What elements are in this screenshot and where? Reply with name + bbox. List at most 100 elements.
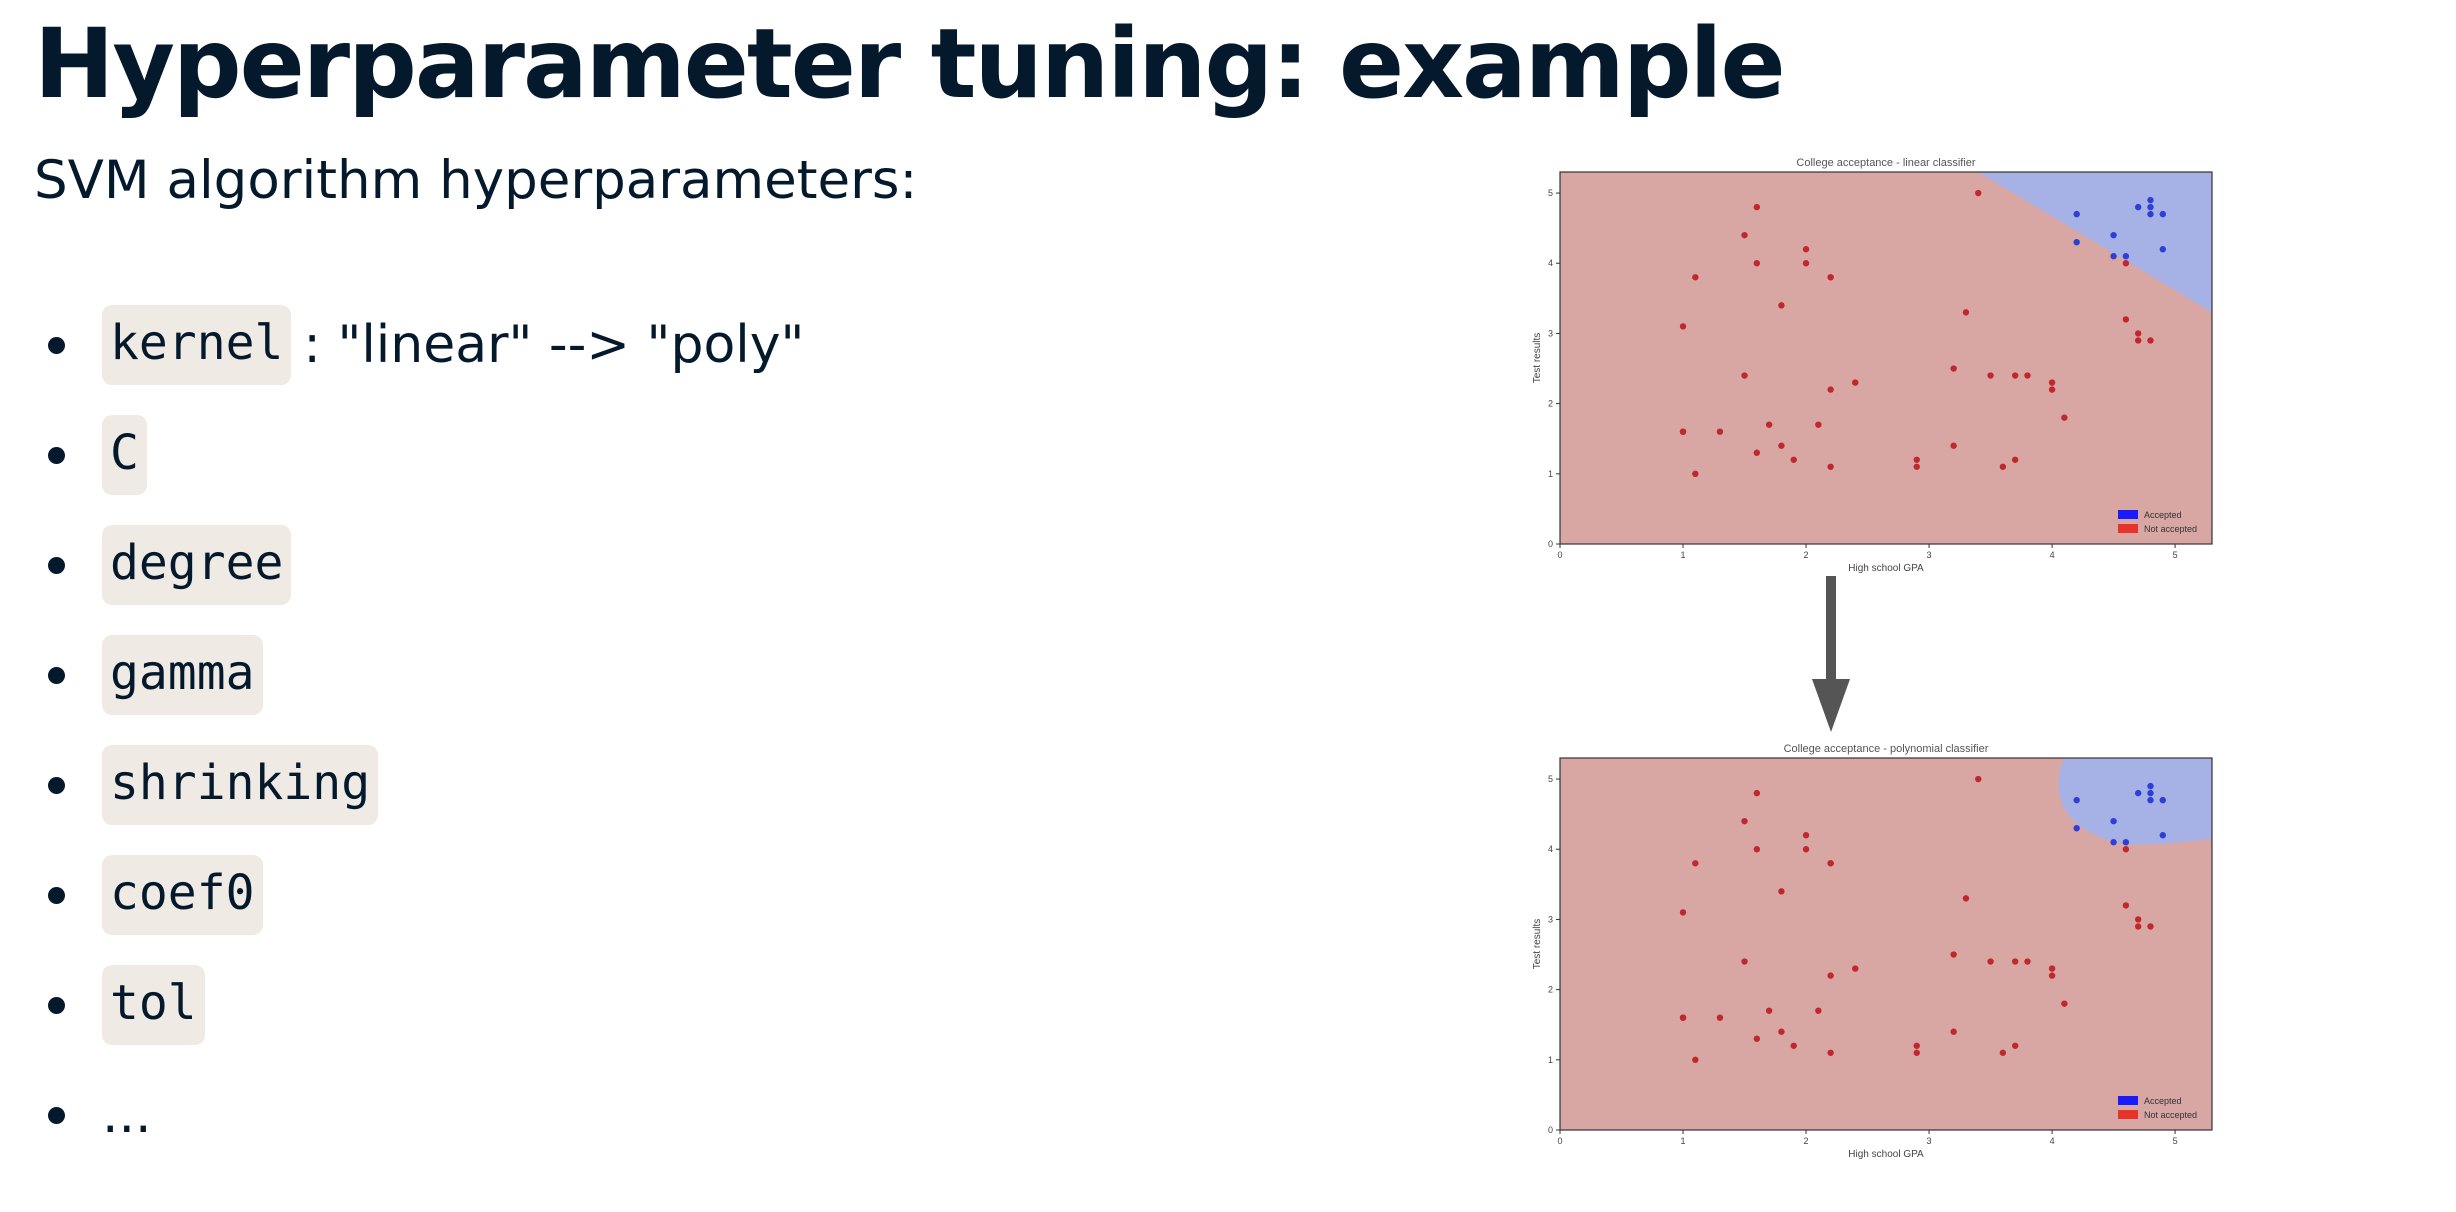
x-axis-label: High school GPA xyxy=(1848,1149,1924,1160)
x-tick-label: 0 xyxy=(1557,550,1562,560)
not-accepted-point xyxy=(2134,337,2142,344)
not-accepted-point xyxy=(1962,309,1970,316)
not-accepted-point xyxy=(1827,972,1834,979)
not-accepted-point xyxy=(1679,428,1687,435)
not-accepted-point xyxy=(2024,372,2031,379)
not-accepted-point xyxy=(2134,330,2142,337)
bullet-item-degree: degree xyxy=(34,510,804,620)
x-tick-label: 5 xyxy=(2173,550,2178,560)
legend-swatch-not-accepted xyxy=(2118,1110,2138,1119)
x-axis-label: High school GPA xyxy=(1848,563,1924,574)
not-accepted-point xyxy=(2048,386,2056,393)
code-tol: tol xyxy=(102,965,205,1045)
not-accepted-point xyxy=(1815,421,1822,428)
bullet-dot xyxy=(48,447,65,464)
accepted-point xyxy=(2159,246,2166,253)
x-tick-label: 1 xyxy=(1681,1136,1686,1146)
accepted-point xyxy=(2122,253,2130,260)
not-accepted-point xyxy=(1827,860,1834,867)
not-accepted-point xyxy=(2048,972,2056,979)
accepted-point xyxy=(2110,839,2117,846)
not-accepted-point xyxy=(1753,260,1761,267)
x-tick-label: 3 xyxy=(1927,1136,1932,1146)
not-accepted-point xyxy=(1753,1035,1761,1042)
not-accepted-point xyxy=(2061,414,2068,421)
y-tick-label: 2 xyxy=(1548,985,1553,995)
not-accepted-point xyxy=(1913,1042,1920,1049)
y-axis-label: Test results xyxy=(1532,919,1543,970)
accepted-point xyxy=(2073,238,2080,246)
x-tick-label: 2 xyxy=(1804,550,1809,560)
x-tick-label: 1 xyxy=(1681,550,1686,560)
legend-swatch-accepted xyxy=(2118,1096,2138,1105)
not-accepted-point xyxy=(2122,260,2130,267)
not-accepted-point xyxy=(1778,442,1785,449)
code-coef0: coef0 xyxy=(102,855,263,935)
accepted-point xyxy=(2147,210,2154,218)
not-accepted-point xyxy=(1802,260,1810,267)
slide-subtitle: SVM algorithm hyperparameters: xyxy=(34,150,918,211)
bullet-dot xyxy=(48,777,65,794)
code-shrinking: shrinking xyxy=(102,745,379,825)
not-accepted-point xyxy=(1790,1042,1797,1049)
chart-title: College acceptance - linear classifier xyxy=(1796,157,1975,169)
kernel-change-text: : "linear" --> "poly" xyxy=(303,315,805,375)
bullet-dot xyxy=(48,557,65,574)
legend-label-not-accepted: Not accepted xyxy=(2144,1110,2197,1120)
accepted-point xyxy=(2147,203,2154,211)
y-axis-label: Test results xyxy=(1532,333,1543,384)
not-accepted-point xyxy=(1679,323,1687,330)
not-accepted-point xyxy=(2011,958,2019,965)
accepted-point xyxy=(2110,253,2117,260)
accepted-point xyxy=(2134,203,2142,211)
not-accepted-point xyxy=(1753,203,1761,211)
bullet-item-gamma: gamma xyxy=(34,620,804,730)
not-accepted-point xyxy=(1778,302,1785,309)
not-accepted-point xyxy=(1679,909,1687,916)
not-accepted-point xyxy=(1950,951,1957,958)
not-accepted-point xyxy=(1999,1049,2007,1056)
not-accepted-point xyxy=(2122,316,2130,323)
code-gamma: gamma xyxy=(102,635,263,715)
code-degree: degree xyxy=(102,525,292,605)
not-accepted-point xyxy=(1741,817,1748,825)
y-tick-label: 3 xyxy=(1548,914,1553,924)
not-accepted-point xyxy=(1827,463,1834,470)
not-accepted-point xyxy=(1827,274,1834,281)
y-tick-label: 2 xyxy=(1548,399,1553,409)
not-accepted-point xyxy=(2024,958,2031,965)
not-accepted-point xyxy=(1778,888,1785,895)
accepted-point xyxy=(2073,210,2080,218)
not-accepted-point xyxy=(1692,470,1699,478)
not-accepted-point xyxy=(1987,372,1994,379)
bullet-dot xyxy=(48,997,65,1014)
not-accepted-point xyxy=(1765,1007,1773,1014)
y-tick-label: 4 xyxy=(1548,258,1553,268)
chart-title: College acceptance - polynomial classifi… xyxy=(1784,743,1989,755)
y-tick-label: 5 xyxy=(1548,188,1553,198)
not-accepted-point xyxy=(1778,1028,1785,1035)
bullet-dot xyxy=(48,887,65,904)
y-tick-label: 4 xyxy=(1548,844,1553,854)
slide-title: Hyperparameter tuning: example xyxy=(34,8,1786,120)
not-accepted-point xyxy=(2147,923,2154,930)
accepted-point xyxy=(2159,796,2166,804)
not-accepted-point xyxy=(2061,1000,2068,1007)
not-accepted-point xyxy=(1913,456,1920,463)
not-accepted-point xyxy=(1950,365,1957,372)
not-accepted-point xyxy=(2147,337,2154,344)
code-kernel: kernel xyxy=(102,305,292,385)
chart-panel-2: College acceptance - polynomial classifi… xyxy=(1532,743,2213,1160)
not-accepted-point xyxy=(1753,846,1761,853)
bullet-item-coef0: coef0 xyxy=(34,840,804,950)
not-accepted-point xyxy=(1753,449,1761,456)
not-accepted-point xyxy=(2048,379,2056,386)
not-accepted-point xyxy=(1741,372,1748,379)
not-accepted-point xyxy=(1913,1049,1920,1056)
not-accepted-point xyxy=(1827,386,1834,393)
not-accepted-point xyxy=(1975,189,1982,197)
bullet-dot xyxy=(48,667,65,684)
not-accepted-point xyxy=(1716,428,1724,435)
plot-frame xyxy=(1559,171,2213,545)
plot-frame xyxy=(1559,757,2213,1131)
